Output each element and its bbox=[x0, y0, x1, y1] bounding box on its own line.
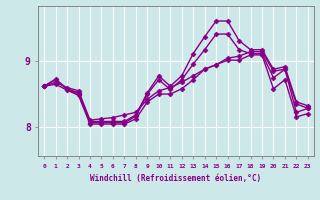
X-axis label: Windchill (Refroidissement éolien,°C): Windchill (Refroidissement éolien,°C) bbox=[91, 174, 261, 183]
